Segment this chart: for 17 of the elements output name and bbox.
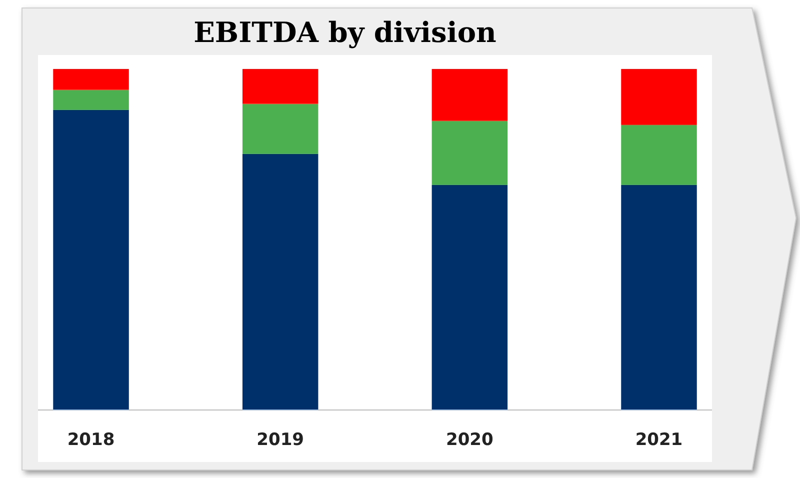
bar [621,124,697,185]
bar [53,110,129,410]
bar [242,69,318,104]
x-tick-label: 2021 [635,430,683,450]
chart-title: EBITDA by division [194,16,496,49]
bar [621,184,697,410]
x-tick-label: 2019 [256,430,304,450]
bar [53,69,129,90]
bar [432,69,508,121]
bar [432,184,508,410]
bar [621,69,697,125]
bar [242,104,318,154]
bar [53,90,129,110]
bar [242,154,318,410]
x-tick-label: 2018 [67,430,115,450]
bar [432,120,508,185]
x-tick-label: 2020 [446,430,494,450]
